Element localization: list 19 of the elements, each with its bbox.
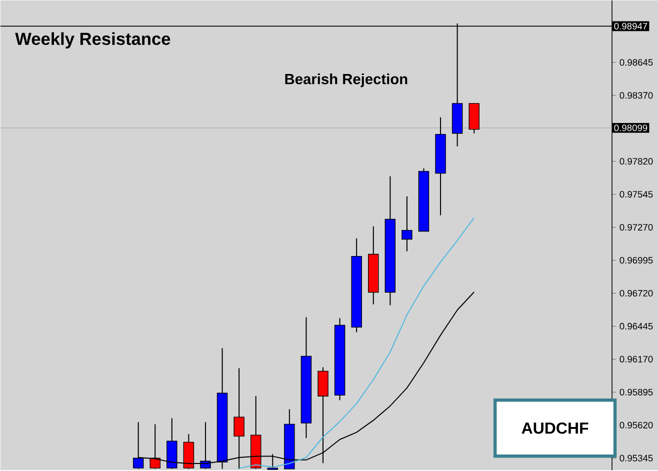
y-tick-label: 0.96445 xyxy=(620,323,653,330)
annotation: Bearish Rejection xyxy=(285,74,408,88)
y-tick-label: 0.97820 xyxy=(620,158,653,165)
y-tick-label: 0.96170 xyxy=(620,356,653,363)
text: AUDCHF xyxy=(522,422,588,434)
annotation: Weekly Resistance xyxy=(15,32,170,49)
y-tick-label: 0.96995 xyxy=(620,257,653,264)
y-tick-label: 0.97545 xyxy=(620,191,653,198)
y-tick-label: 0.96720 xyxy=(620,290,653,297)
y-tick-label: 0.98370 xyxy=(620,92,653,99)
y-tick-label: 0.97270 xyxy=(620,224,653,231)
y-tick-label: 0.95345 xyxy=(620,455,653,462)
ref-line-label: 0.98947 xyxy=(614,23,648,30)
ref-line-label: 0.98099 xyxy=(614,124,648,132)
y-tick-label: 0.95620 xyxy=(620,422,653,429)
y-tick-label: 0.95895 xyxy=(620,389,653,396)
line-series xyxy=(238,217,475,470)
y-tick-label: 0.98645 xyxy=(620,59,653,66)
candlestick xyxy=(402,196,412,252)
